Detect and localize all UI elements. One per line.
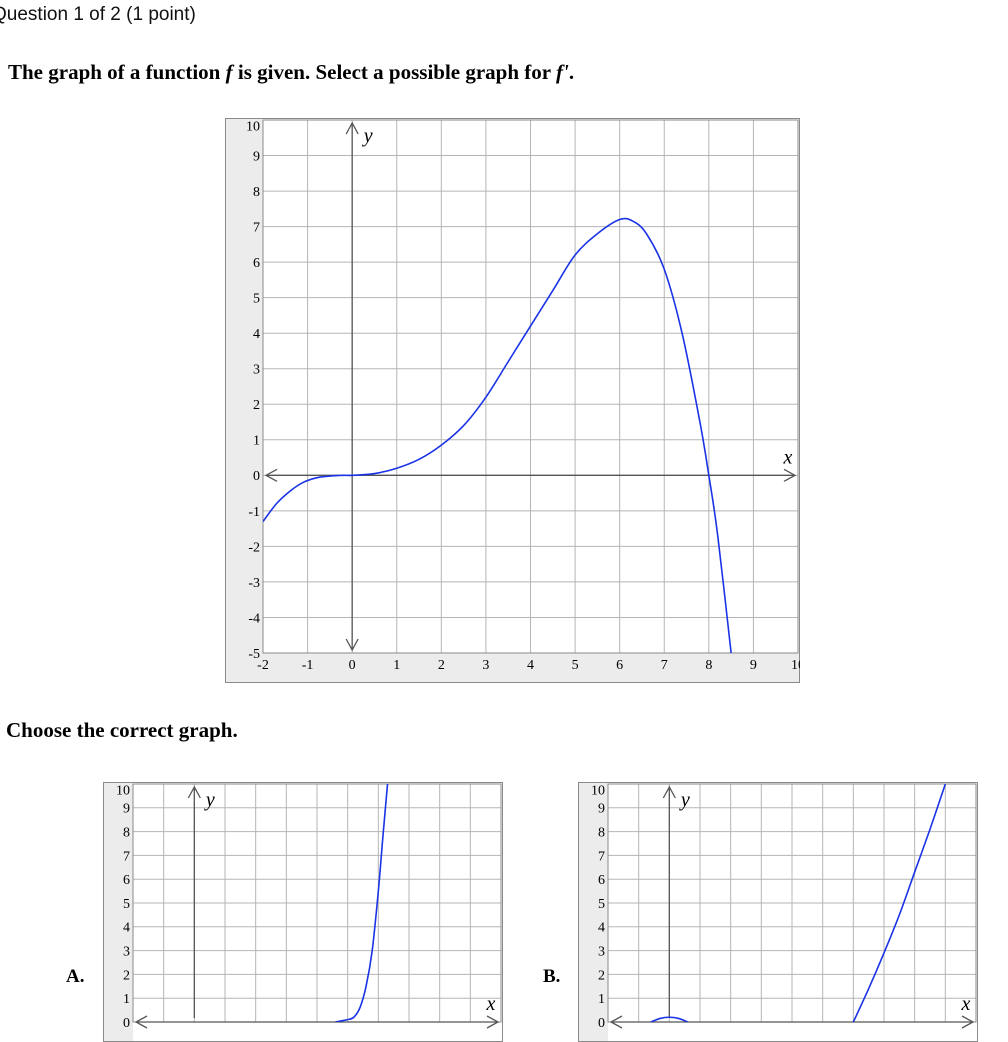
question-prompt: The graph of a function f is given. Sele… [8, 60, 574, 85]
function-curve [852, 784, 947, 1022]
x-tick-label: 8 [705, 658, 712, 673]
y-tick-label: 8 [253, 185, 260, 200]
y-tick-label: 8 [123, 826, 130, 841]
y-tick-label: 10 [591, 784, 605, 799]
graph-frame [225, 118, 800, 683]
x-axis-label: x [961, 993, 971, 1015]
y-tick-label: 1 [123, 992, 130, 1007]
function-curve [650, 1016, 689, 1022]
y-tick-label: 9 [598, 802, 605, 817]
x-axis-label: x [486, 993, 496, 1015]
x-tick-label: 2 [438, 658, 445, 673]
y-axis-label: y [204, 789, 215, 811]
y-tick-label: 4 [253, 327, 260, 342]
x-axis-arrow-right [783, 468, 797, 482]
y-tick-label: 0 [253, 469, 260, 484]
y-axis-label: y [679, 789, 690, 811]
option-a-label[interactable]: A. [66, 966, 85, 987]
y-tick-label: 6 [598, 873, 605, 888]
y-tick-label: 0 [123, 1016, 130, 1031]
prompt-text-before: The graph of a function [8, 60, 226, 84]
y-tick-label: 3 [598, 945, 605, 960]
x-tick-label: 0 [349, 658, 356, 673]
x-tick-label: 10 [791, 658, 800, 673]
y-tick-label: 8 [598, 826, 605, 841]
y-tick-label: 4 [598, 921, 605, 936]
y-axis-arrow-down [345, 638, 359, 652]
y-tick-label: 0 [598, 1016, 605, 1031]
y-tick-label: 1 [253, 434, 260, 449]
y-tick-label: 6 [253, 256, 260, 271]
function-curve [263, 217, 732, 653]
y-tick-label: 10 [116, 784, 130, 799]
x-tick-label: -1 [302, 658, 314, 673]
y-tick-strip [579, 783, 608, 1041]
x-tick-label: 4 [527, 658, 534, 673]
y-tick-label: 5 [598, 897, 605, 912]
prompt-text-middle: is given. Select a possible graph for [232, 60, 556, 84]
y-axis-arrow-up [345, 121, 359, 135]
y-tick-label: 7 [123, 849, 130, 864]
y-axis-arrow-up [187, 785, 201, 799]
x-tick-labels: -2 -1 0 1 2 3 4 5 6 7 8 9 10 [257, 658, 800, 673]
y-tick-label: 2 [598, 968, 605, 983]
y-tick-label: 5 [123, 897, 130, 912]
y-tick-label: 3 [123, 945, 130, 960]
prompt-function-prime: f' [555, 60, 569, 84]
x-tick-strip [226, 653, 799, 682]
y-tick-label: -3 [248, 576, 260, 591]
y-tick-label: -2 [248, 540, 260, 555]
x-tick-label: 5 [572, 658, 579, 673]
y-tick-label: -1 [248, 505, 260, 520]
y-tick-label: 1 [598, 992, 605, 1007]
curves [335, 784, 389, 1022]
y-tick-label: 2 [123, 968, 130, 983]
x-tick-label: -2 [257, 658, 269, 673]
option-b-label[interactable]: B. [543, 966, 561, 987]
y-tick-label: -5 [248, 647, 260, 662]
question-header: Question 1 of 2 (1 point) [0, 4, 196, 25]
y-tick-label: 2 [253, 398, 260, 413]
prompt-text-after: . [568, 60, 575, 84]
x-tick-label: 1 [393, 658, 400, 673]
x-axis-arrow-left [264, 468, 278, 482]
y-tick-label: 5 [253, 292, 260, 307]
x-tick-label: 7 [661, 658, 668, 673]
y-tick-label: 9 [123, 802, 130, 817]
curves [263, 217, 732, 653]
y-tick-label: 4 [123, 921, 130, 936]
function-curve [335, 784, 389, 1022]
y-tick-label: 9 [253, 149, 260, 164]
y-tick-strip [226, 119, 263, 682]
prompt-function: f [225, 60, 233, 84]
y-tick-label: -4 [248, 611, 260, 626]
x-axis-label: x [783, 446, 793, 468]
x-tick-label: 9 [750, 658, 757, 673]
y-tick-label: 7 [253, 221, 260, 236]
plot-border [262, 119, 799, 654]
curves [650, 784, 947, 1022]
y-axis-arrow-up [662, 785, 676, 799]
y-axis-label: y [362, 125, 373, 147]
y-tick-label: 3 [253, 363, 260, 378]
y-tick-label: 10 [246, 120, 260, 135]
y-tick-label: 6 [123, 873, 130, 888]
y-tick-strip [104, 783, 133, 1041]
y-tick-label: 7 [598, 849, 605, 864]
choose-label: Choose the correct graph. [6, 718, 238, 742]
x-tick-label: 6 [616, 658, 623, 673]
x-tick-label: 3 [482, 658, 489, 673]
